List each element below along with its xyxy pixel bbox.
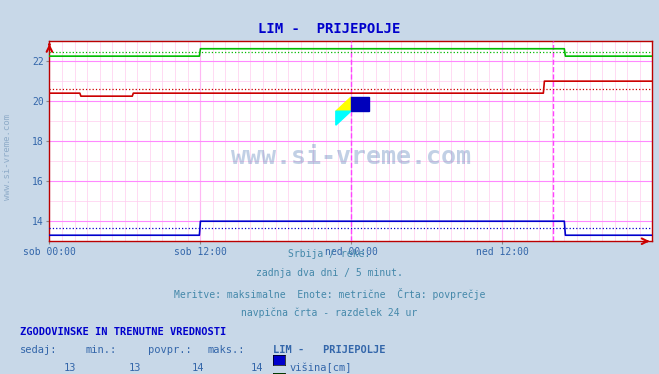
Text: 13: 13	[63, 363, 76, 373]
Text: 13: 13	[129, 363, 142, 373]
Text: 14: 14	[251, 363, 264, 373]
Text: LIM -  PRIJEPOLJE: LIM - PRIJEPOLJE	[258, 22, 401, 36]
Text: maks.:: maks.:	[208, 345, 245, 355]
Polygon shape	[336, 97, 351, 111]
Text: višina[cm]: višina[cm]	[289, 363, 352, 374]
Polygon shape	[336, 111, 351, 125]
Text: zadnja dva dni / 5 minut.: zadnja dva dni / 5 minut.	[256, 268, 403, 278]
Text: LIM -   PRIJEPOLJE: LIM - PRIJEPOLJE	[273, 345, 386, 355]
Text: www.si-vreme.com: www.si-vreme.com	[231, 145, 471, 169]
Text: navpična črta - razdelek 24 ur: navpična črta - razdelek 24 ur	[241, 307, 418, 318]
Polygon shape	[351, 97, 369, 111]
Text: sedaj:: sedaj:	[20, 345, 57, 355]
Text: povpr.:: povpr.:	[148, 345, 192, 355]
Text: min.:: min.:	[86, 345, 117, 355]
Text: 14: 14	[192, 363, 204, 373]
Text: Srbija / reke.: Srbija / reke.	[289, 249, 370, 259]
Text: www.si-vreme.com: www.si-vreme.com	[3, 114, 13, 200]
Text: ZGODOVINSKE IN TRENUTNE VREDNOSTI: ZGODOVINSKE IN TRENUTNE VREDNOSTI	[20, 327, 226, 337]
Text: Meritve: maksimalne  Enote: metrične  Črta: povprečje: Meritve: maksimalne Enote: metrične Črta…	[174, 288, 485, 300]
